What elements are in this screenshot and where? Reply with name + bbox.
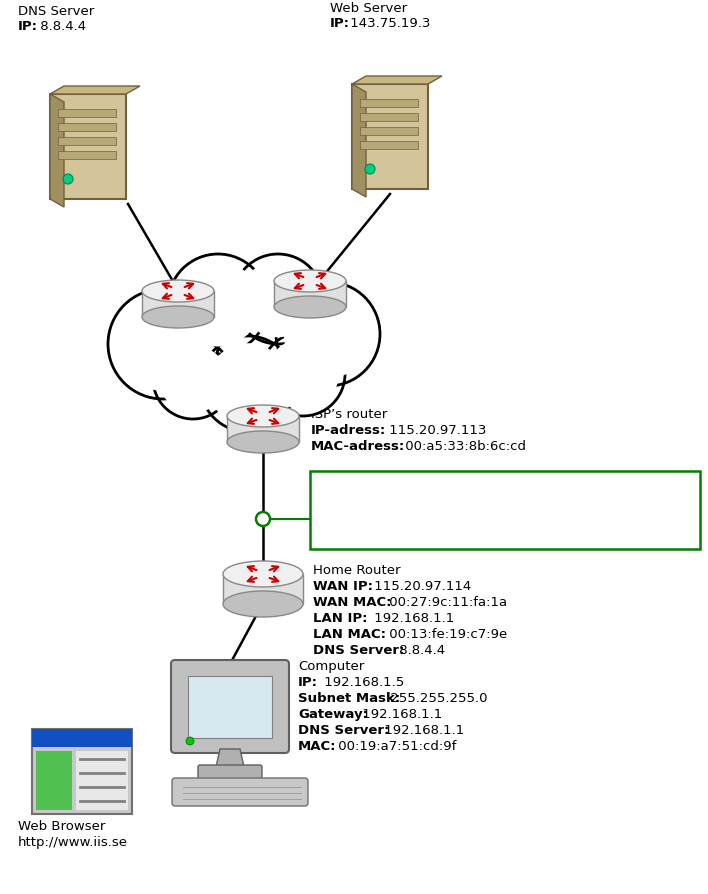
Text: IP:: IP: [18,20,38,33]
FancyBboxPatch shape [58,124,116,131]
Polygon shape [352,77,442,85]
Circle shape [240,261,316,338]
FancyBboxPatch shape [36,751,72,810]
Text: DNS Server:: DNS Server: [313,644,404,656]
Polygon shape [227,417,299,443]
Text: IP:: IP: [298,675,318,688]
Circle shape [116,298,210,392]
FancyBboxPatch shape [58,110,116,118]
Ellipse shape [223,591,303,618]
Circle shape [365,164,375,175]
Ellipse shape [223,561,303,587]
Text: Web Browser: Web Browser [18,819,105,832]
Text: Web Server: Web Server [330,2,407,15]
Ellipse shape [274,297,346,318]
Ellipse shape [227,406,299,427]
Text: Metro Ethernet, ADSL, fiber,: Metro Ethernet, ADSL, fiber, [318,493,505,506]
Text: Subnet Mask:: Subnet Mask: [298,691,400,704]
Text: IP-adress:: IP-adress: [311,424,387,436]
Circle shape [200,337,296,433]
Circle shape [176,262,261,347]
FancyBboxPatch shape [360,128,418,136]
FancyBboxPatch shape [360,142,418,150]
Circle shape [168,255,268,355]
Text: 8.8.4.4: 8.8.4.4 [36,20,86,33]
Circle shape [268,339,338,410]
Circle shape [186,738,194,746]
Polygon shape [50,95,64,207]
Text: 192.168.1.1: 192.168.1.1 [380,723,464,736]
Circle shape [261,333,345,417]
Text: DNS Server:: DNS Server: [298,723,389,736]
Text: 192.168.1.1: 192.168.1.1 [370,611,455,624]
Polygon shape [274,282,346,308]
Text: 143.75.19.3: 143.75.19.3 [346,17,430,30]
FancyBboxPatch shape [58,138,116,146]
Text: LAN IP:: LAN IP: [313,611,367,624]
Polygon shape [216,749,244,767]
FancyBboxPatch shape [58,152,116,160]
Circle shape [207,344,289,426]
Text: WAN IP:: WAN IP: [313,579,373,593]
Text: ISP’s router: ISP’s router [311,408,387,420]
Text: 255.255.255.0: 255.255.255.0 [386,691,488,704]
Text: 00:13:fe:19:c7:9e: 00:13:fe:19:c7:9e [385,628,507,640]
Text: Gateway:: Gateway: [298,707,368,721]
Circle shape [256,512,270,527]
Circle shape [284,291,372,379]
FancyBboxPatch shape [50,95,126,199]
Text: Home Router: Home Router [313,563,401,577]
FancyBboxPatch shape [360,100,418,108]
FancyBboxPatch shape [172,778,308,806]
Text: 115.20.97.113: 115.20.97.113 [385,424,486,436]
Polygon shape [50,87,140,95]
Text: DNS Server: DNS Server [18,5,94,18]
FancyBboxPatch shape [352,85,428,190]
Text: 115.20.97.114: 115.20.97.114 [370,579,472,593]
Polygon shape [352,85,366,198]
FancyBboxPatch shape [188,676,272,738]
Text: MAC:: MAC: [298,739,336,752]
Text: cable modem, etc: cable modem, etc [318,510,438,522]
Ellipse shape [227,432,299,453]
FancyBboxPatch shape [32,730,132,814]
Circle shape [63,175,73,185]
Text: 00:a5:33:8b:6c:cd: 00:a5:33:8b:6c:cd [401,440,526,452]
Text: 192.168.1.5: 192.168.1.5 [320,675,404,688]
FancyBboxPatch shape [32,730,132,747]
FancyBboxPatch shape [198,765,262,780]
Text: 00:27:9c:11:fa:1a: 00:27:9c:11:fa:1a [385,595,507,608]
Circle shape [159,346,227,414]
Circle shape [153,340,233,419]
Ellipse shape [142,281,214,303]
FancyBboxPatch shape [360,114,418,122]
Ellipse shape [142,307,214,329]
Polygon shape [223,574,303,604]
Text: WAN MAC:: WAN MAC: [313,595,392,608]
Circle shape [233,255,323,344]
Text: Internet Connection, for example: Internet Connection, for example [318,477,539,491]
Circle shape [108,290,218,400]
Text: 8.8.4.4: 8.8.4.4 [395,644,445,656]
FancyBboxPatch shape [76,751,128,810]
Circle shape [276,283,380,386]
FancyBboxPatch shape [310,471,700,550]
Text: 00:19:a7:51:cd:9f: 00:19:a7:51:cd:9f [334,739,457,752]
FancyBboxPatch shape [171,661,289,753]
Text: Internet: Internet [200,349,282,367]
Polygon shape [142,291,214,317]
Text: 192.168.1.1: 192.168.1.1 [358,707,442,721]
Text: LAN MAC:: LAN MAC: [313,628,386,640]
Ellipse shape [274,271,346,292]
Text: IP:: IP: [330,17,350,30]
Text: MAC-adress:: MAC-adress: [311,440,405,452]
Text: http://www.iis.se: http://www.iis.se [18,835,128,848]
Text: Computer: Computer [298,659,364,672]
